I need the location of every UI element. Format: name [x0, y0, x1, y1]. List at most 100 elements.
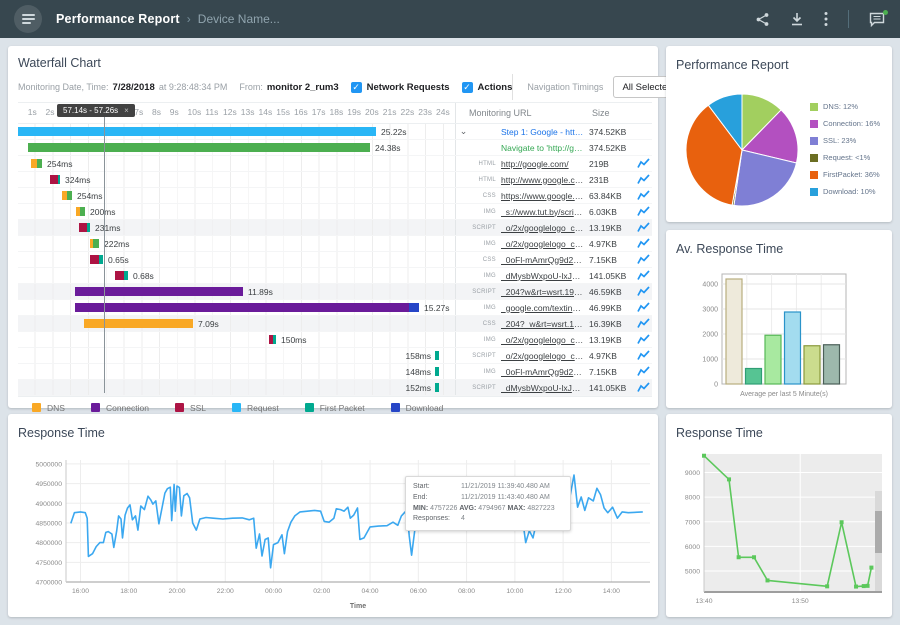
waterfall-bar[interactable] — [75, 287, 243, 296]
waterfall-row[interactable]: 24.38sNavigate to 'http://google.com'374… — [18, 140, 652, 156]
waterfall-row[interactable]: 254msCSShttps://www.google.com/?gws_rd=s… — [18, 188, 652, 204]
waterfall-row[interactable]: 158msSCRIPT_o/2x/googlelogo_color_120x44… — [18, 348, 652, 364]
download-icon[interactable] — [790, 12, 804, 27]
data-point[interactable] — [862, 584, 866, 588]
waterfall-bar[interactable] — [84, 319, 193, 328]
monitoring-url-link[interactable]: _google.com/textinputassistant/tia.png — [501, 303, 585, 313]
trend-chart-icon[interactable] — [635, 302, 652, 313]
trend-chart-icon[interactable] — [635, 206, 652, 217]
monitoring-url-link[interactable]: _o/2x/googlelogo_color_120x44dp.png — [501, 239, 585, 249]
trend-chart-icon[interactable] — [635, 174, 652, 185]
waterfall-bar[interactable] — [90, 255, 103, 264]
trend-chart-icon[interactable] — [635, 222, 652, 233]
network-requests-checkbox[interactable]: ✓ — [351, 82, 362, 93]
waterfall-row[interactable]: 0.68sIMG_dMysbWxpoU-lxJeg/cb=gapi.loaded… — [18, 268, 652, 284]
avg-bar-2[interactable] — [746, 369, 762, 385]
monitoring-url-link[interactable]: _204?_w&rt=wsrt.1973.aft.1381.prt.396 — [501, 319, 585, 329]
data-point[interactable] — [825, 584, 829, 588]
monitoring-url-link[interactable]: _dMysbWxpoU-lxJeg/cb=gapi.loaded_0 — [501, 383, 585, 393]
avg-bar-5[interactable] — [804, 346, 820, 384]
data-point[interactable] — [869, 566, 873, 570]
waterfall-row[interactable]: 15.27sIMG_google.com/textinputassistant/… — [18, 300, 652, 316]
waterfall-row[interactable]: 152msSCRIPT_dMysbWxpoU-lxJeg/cb=gapi.loa… — [18, 380, 652, 396]
monitoring-url-link[interactable]: Navigate to 'http://google.com' — [501, 143, 585, 153]
avg-bar-4[interactable] — [785, 312, 801, 384]
waterfall-bar[interactable] — [50, 175, 60, 184]
trend-chart-icon[interactable] — [635, 270, 652, 281]
monitoring-url-link[interactable]: _0oFl-mAmrQg9d2pZRBcPbocbnz6iNg — [501, 367, 585, 377]
trend-chart-icon[interactable] — [635, 382, 652, 393]
waterfall-bar[interactable] — [76, 207, 85, 216]
trend-chart-icon[interactable] — [635, 318, 652, 329]
waterfall-bar[interactable] — [62, 191, 72, 200]
monitoring-url-link[interactable]: https://www.google.com/?gws_rd=ssl — [501, 191, 585, 201]
waterfall-row[interactable]: 222msIMG_o/2x/googlelogo_color_120x44dp.… — [18, 236, 652, 252]
trend-chart-icon[interactable] — [635, 350, 652, 361]
waterfall-bar[interactable] — [28, 143, 370, 152]
waterfall-bar[interactable] — [75, 303, 419, 312]
monitoring-url-link[interactable]: http://google.com/ — [501, 159, 585, 169]
waterfall-row[interactable]: 200msIMG_s://www.tut.by/scripts/by2/xgem… — [18, 204, 652, 220]
waterfall-row[interactable]: 0.65sCSS_0oFl-mAmrQg9d2pZRBcPbocbnz6iNg7… — [18, 252, 652, 268]
trend-chart-icon[interactable] — [635, 334, 652, 345]
waterfall-row[interactable]: 11.89sSCRIPT_204?w&rt=wsrt.1973.aft.1381… — [18, 284, 652, 300]
data-point[interactable] — [752, 555, 756, 559]
waterfall-row[interactable]: 7.09sCSS_204?_w&rt=wsrt.1973.aft.1381.pr… — [18, 316, 652, 332]
waterfall-bar[interactable] — [115, 271, 128, 280]
waterfall-row[interactable]: 231msSCRIPT_o/2x/googlelogo_color_272x92… — [18, 220, 652, 236]
data-point[interactable] — [702, 454, 706, 458]
trend-chart-icon[interactable] — [635, 366, 652, 377]
data-point[interactable] — [840, 520, 844, 524]
performance-pie-chart[interactable] — [676, 78, 806, 212]
waterfall-bar[interactable] — [269, 335, 276, 344]
trend-chart-icon[interactable] — [635, 190, 652, 201]
more-options-icon[interactable] — [824, 11, 828, 27]
monitoring-url-link[interactable]: _s://www.tut.by/scripts/by2/xgemius.js — [501, 207, 585, 217]
monitoring-url-link[interactable]: _o/2x/googlelogo_color_120x44dp.png — [501, 351, 585, 361]
data-point[interactable] — [727, 477, 731, 481]
trend-chart-icon[interactable] — [635, 254, 652, 265]
feedback-icon[interactable] — [869, 12, 886, 27]
avg-bar-6[interactable] — [824, 345, 840, 384]
waterfall-bar[interactable] — [18, 127, 376, 136]
expander-icon[interactable]: ⌄ — [458, 125, 469, 138]
close-icon[interactable]: × — [124, 106, 129, 115]
waterfall-bar[interactable] — [31, 159, 42, 168]
waterfall-bar[interactable] — [435, 351, 439, 360]
monitoring-url-link[interactable]: _dMysbWxpoU-lxJeg/cb=gapi.loaded_0 — [501, 271, 585, 281]
avg-bar-1[interactable] — [726, 279, 742, 384]
menu-icon[interactable] — [14, 5, 42, 33]
waterfall-row[interactable]: 150msIMG_o/2x/googlelogo_color_272x92dp.… — [18, 332, 652, 348]
waterfall-bar[interactable] — [90, 239, 99, 248]
data-point[interactable] — [737, 555, 741, 559]
waterfall-bar[interactable] — [435, 367, 439, 376]
waterfall-row[interactable]: 148msIMG_0oFl-mAmrQg9d2pZRBcPbocbnz6iNg7… — [18, 364, 652, 380]
column-size[interactable]: Size — [592, 103, 652, 123]
response-time-small-line-chart[interactable]: 5000600070008000900013:4013:50 — [676, 450, 882, 618]
monitoring-url-link[interactable]: http://www.google.com/ — [501, 175, 585, 185]
waterfall-cursor-line[interactable] — [104, 109, 105, 393]
data-point[interactable] — [854, 585, 858, 589]
monitoring-url-link[interactable]: _0oFl-mAmrQg9d2pZRBcPbocbnz6iNg — [501, 255, 585, 265]
waterfall-bar[interactable] — [435, 383, 439, 392]
breadcrumb-device-name[interactable]: Device Name... — [198, 12, 280, 26]
monitoring-url-link[interactable]: _o/2x/googlelogo_color_272x92dp.png — [501, 335, 585, 345]
monitoring-url-link[interactable]: _204?w&rt=wsrt.1973.aft.1381.prt.3964 — [501, 287, 585, 297]
share-icon[interactable] — [755, 12, 770, 27]
trend-chart-icon[interactable] — [635, 158, 652, 169]
waterfall-row[interactable]: 25.22s⌄Step 1: Google - https://www.goog… — [18, 124, 652, 140]
waterfall-row[interactable]: 254msHTMLhttp://google.com/219B — [18, 156, 652, 172]
trend-chart-icon[interactable] — [635, 286, 652, 297]
chart-scrollbar-thumb[interactable] — [875, 511, 882, 553]
waterfall-row[interactable]: 324msHTMLhttp://www.google.com/231B — [18, 172, 652, 188]
data-point[interactable] — [766, 578, 770, 582]
monitoring-url-link[interactable]: Step 1: Google - https://www.google.com. — [501, 127, 585, 137]
trend-chart-icon[interactable] — [635, 238, 652, 249]
avg-response-bar-chart[interactable]: 01000200030004000Average per last 5 Minu… — [676, 264, 880, 404]
avg-bar-3[interactable] — [765, 335, 781, 384]
column-monitoring-url[interactable]: Monitoring URL — [469, 103, 592, 123]
waterfall-bar[interactable] — [79, 223, 90, 232]
actions-checkbox[interactable]: ✓ — [462, 82, 473, 93]
monitoring-url-link[interactable]: _o/2x/googlelogo_color_272x92dp.png — [501, 223, 585, 233]
data-point[interactable] — [866, 584, 870, 588]
